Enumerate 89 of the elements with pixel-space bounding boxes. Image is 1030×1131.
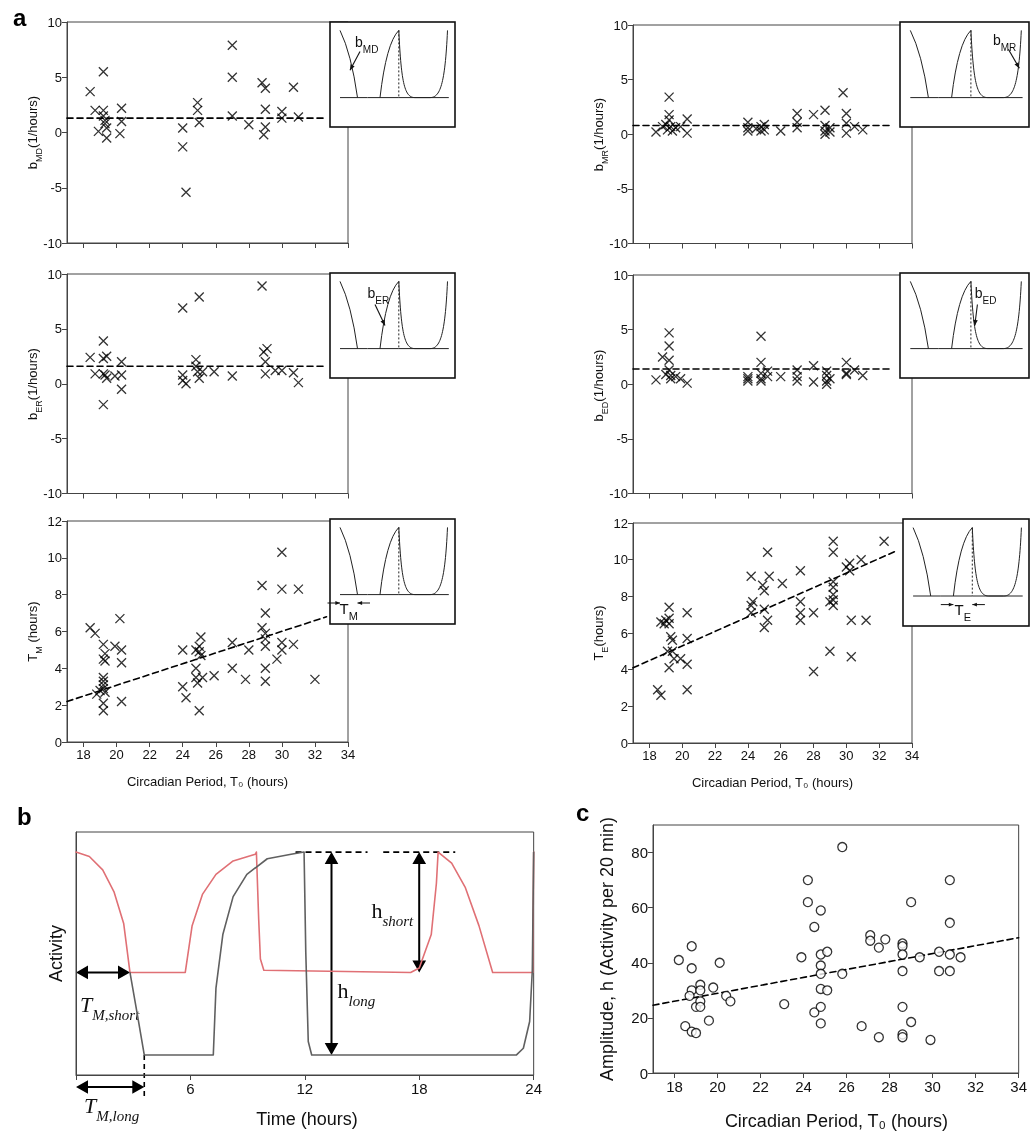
y-tick-label: 12	[47, 513, 62, 529]
x-axis-title: Circadian Period, T₀ (hours)	[724, 1111, 949, 1131]
annotation: T$_{M,short}$	[80, 992, 141, 1024]
y-tick-label: 6	[620, 625, 628, 641]
y-tick-label: -5	[616, 431, 628, 447]
y-axis-title: Amplitude, h (Activity per 20 min)	[597, 816, 617, 1082]
x-tick-label: 12	[296, 1080, 314, 1097]
y-tick-label: 0	[54, 734, 62, 750]
x-tick-label: 32	[307, 747, 323, 762]
y-tick-label: 10	[47, 14, 62, 30]
y-tick-label: 5	[54, 69, 62, 85]
y-tick-label: 10	[47, 550, 62, 566]
y-tick-label: 80	[631, 844, 648, 862]
y-tick-label: 10	[613, 552, 628, 568]
x-tick-label: 28	[881, 1078, 898, 1095]
y-tick-label: 4	[54, 660, 62, 676]
x-tick-label: 24	[795, 1078, 812, 1095]
text: b$_{MR}$	[992, 32, 1017, 53]
y-tick-label: -10	[609, 486, 628, 501]
y-tick-label: 0	[54, 376, 62, 392]
y-tick-label: -10	[43, 486, 62, 501]
y-tick-label: 60	[631, 899, 648, 917]
y-tick-label: -10	[609, 236, 628, 251]
x-tick-label: 34	[1010, 1078, 1027, 1095]
annotation: h$_{short}$	[371, 898, 415, 930]
y-tick-label: 4	[620, 662, 628, 678]
x-tick-label: 30	[274, 747, 290, 762]
y-tick-label: 0	[639, 1064, 648, 1082]
x-tick-label: 24	[740, 748, 756, 763]
x-tick-label: 20	[109, 747, 124, 762]
y-tick-label: 2	[620, 698, 628, 714]
y-axis-title: Activity	[46, 924, 66, 983]
y-tick-label: 5	[54, 321, 62, 337]
y-tick-label: 10	[613, 267, 628, 283]
x-tick-label: 18	[410, 1080, 428, 1097]
y-tick-label: -10	[43, 235, 62, 251]
y-tick-label: 6	[54, 624, 62, 639]
x-axis-title: Circadian Period, T₀ (hours)	[126, 774, 289, 790]
x-tick-label: 34	[340, 747, 356, 762]
x-axis-title: Circadian Period, T₀ (hours)	[691, 775, 854, 791]
y-tick-label: 0	[54, 125, 62, 140]
x-tick-label: 6	[186, 1080, 195, 1097]
x-tick-label: 18	[642, 748, 657, 763]
y-tick-label: 12	[613, 515, 628, 531]
x-tick-label: 32	[871, 748, 887, 763]
x-tick-label: 18	[666, 1078, 683, 1095]
x-tick-label: 24	[175, 747, 190, 762]
y-tick-label: 0	[620, 376, 628, 392]
y-tick-label: 8	[620, 588, 628, 604]
x-tick-label: 22	[142, 747, 157, 762]
text: b$_{ED}$	[974, 285, 997, 306]
text: b$_{ER}$	[367, 285, 390, 306]
x-tick-label: 26	[208, 747, 223, 762]
x-axis-title: Time (hours)	[256, 1109, 358, 1130]
chart-title: a	[13, 3, 27, 31]
y-tick-label: 5	[620, 72, 628, 88]
y-tick-label: 8	[54, 587, 62, 603]
x-tick-label: 30	[924, 1078, 941, 1095]
annotation: h$_{long}$	[337, 978, 376, 1010]
y-tick-label: -5	[616, 181, 628, 197]
chart-title: c	[576, 798, 590, 826]
x-tick-label: 22	[707, 748, 723, 763]
chart-title: b	[17, 802, 32, 830]
x-tick-label: 28	[241, 747, 257, 762]
text: T$_{E}$	[954, 601, 972, 624]
y-tick-label: 0	[620, 735, 628, 751]
y-tick-label: -5	[50, 180, 62, 196]
y-tick-label: 20	[631, 1009, 648, 1027]
x-tick-label: 20	[675, 748, 690, 763]
annotation: T$_{M,long}$	[84, 1093, 140, 1124]
x-tick-label: 30	[839, 748, 854, 763]
x-tick-label: 28	[806, 748, 821, 763]
x-tick-label: 26	[773, 748, 788, 763]
text: b$_{MD}$	[355, 34, 379, 55]
x-tick-label: 20	[709, 1078, 726, 1095]
y-tick-label: -5	[50, 431, 62, 447]
y-tick-label: 40	[631, 954, 648, 972]
y-tick-label: 5	[620, 322, 628, 338]
y-tick-label: 10	[613, 17, 628, 33]
x-tick-label: 26	[838, 1078, 855, 1095]
x-tick-label: 18	[76, 747, 91, 762]
x-tick-label: 34	[904, 748, 920, 763]
y-tick-label: 0	[620, 126, 628, 142]
y-tick-label: 2	[54, 697, 62, 713]
x-tick-label: 22	[752, 1078, 769, 1095]
annotation: T$_{M}$	[339, 599, 358, 622]
y-tick-label: 10	[47, 266, 62, 282]
x-tick-label: 32	[967, 1078, 984, 1095]
x-tick-label: 24	[525, 1080, 542, 1097]
